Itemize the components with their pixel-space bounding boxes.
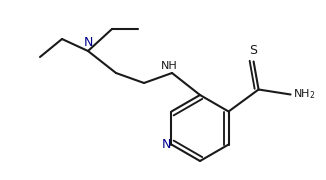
Text: N: N (83, 36, 93, 49)
Text: S: S (250, 44, 258, 57)
Text: NH: NH (161, 61, 177, 71)
Text: N: N (162, 138, 171, 151)
Text: NH$_2$: NH$_2$ (292, 88, 315, 101)
